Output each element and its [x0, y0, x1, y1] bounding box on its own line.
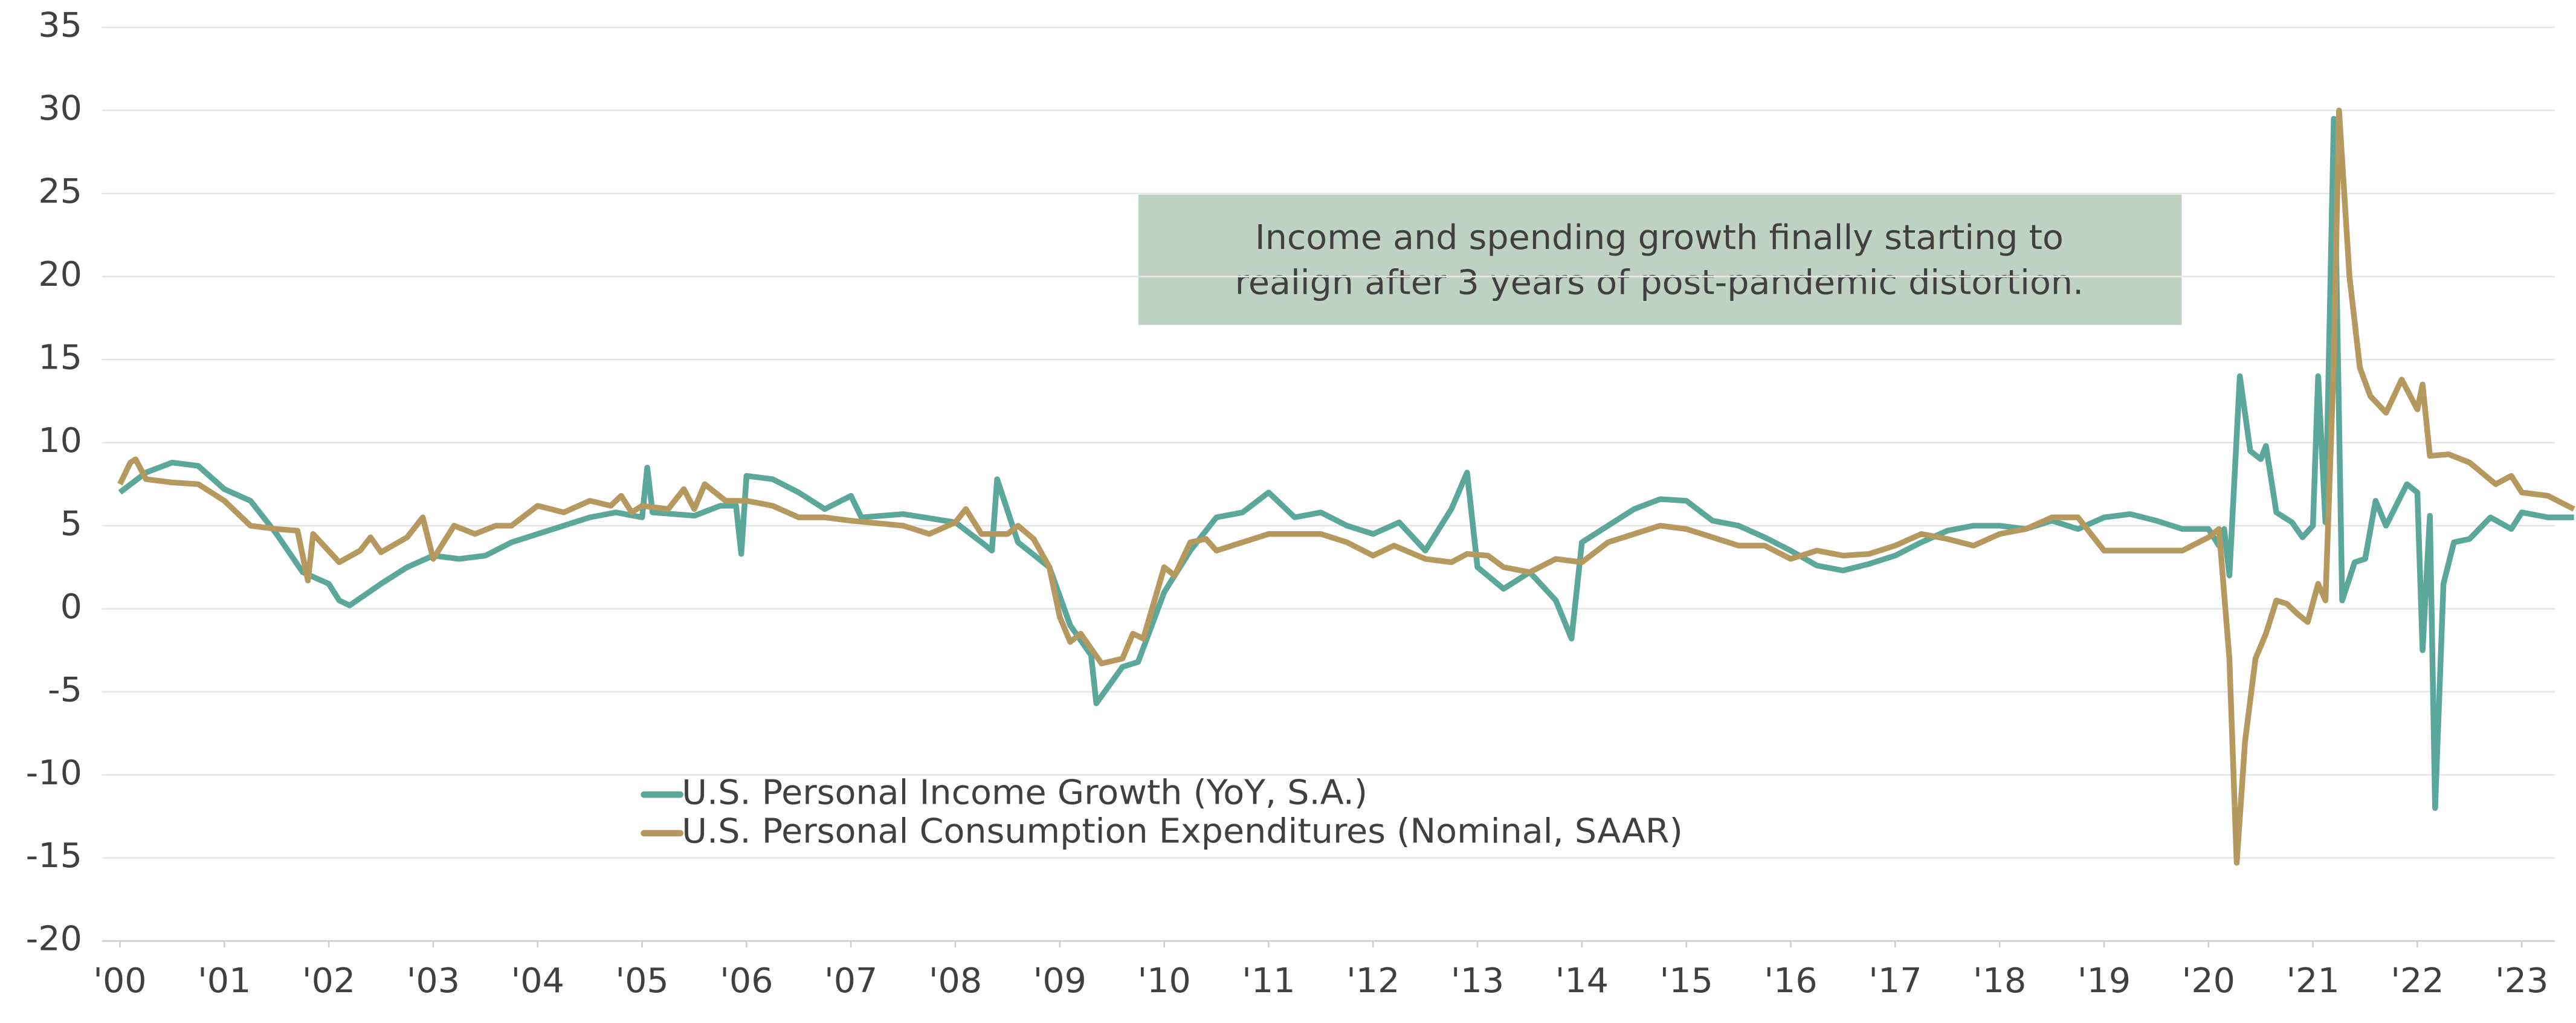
annotation: realign after 3 years of post-pandemic d…	[1235, 263, 2084, 302]
x-tick-label: '01	[198, 961, 251, 1000]
x-tick-label: '21	[2286, 961, 2339, 1000]
y-tick-label: 0	[60, 587, 82, 626]
y-tick-label: -5	[48, 671, 82, 709]
x-tick-label: '17	[1868, 961, 1922, 1000]
x-tick-label: '08	[929, 961, 982, 1000]
legend-label: U.S. Personal Consumption Expenditures (…	[682, 812, 1683, 851]
x-tick-label: '00	[93, 961, 146, 1000]
x-tick-label: '23	[2495, 961, 2548, 1000]
x-tick-label: '14	[1555, 961, 1609, 1000]
x-tick-label: '03	[407, 961, 460, 1000]
x-tick-label: '09	[1033, 961, 1086, 1000]
x-tick-label: '22	[2390, 961, 2444, 1000]
x-tick-label: '07	[824, 961, 877, 1000]
y-tick-label: 15	[38, 338, 82, 377]
x-tick-label: '18	[1973, 961, 2026, 1000]
series-line	[117, 108, 2575, 866]
y-tick-label: 20	[38, 256, 82, 294]
series-line	[118, 115, 2574, 811]
annotation-box	[1138, 195, 2182, 325]
x-tick-label: '13	[1451, 961, 1504, 1000]
y-tick-label: -15	[26, 837, 82, 876]
y-tick-label: 10	[38, 422, 82, 460]
x-tick-label: '05	[615, 961, 668, 1000]
y-tick-label: 5	[60, 505, 82, 543]
x-tick-label: '02	[302, 961, 355, 1000]
x-tick-label: '12	[1346, 961, 1399, 1000]
x-tick-label: '04	[511, 961, 564, 1000]
y-tick-label: 35	[38, 6, 82, 45]
annotation: Income and spending growth finally start…	[1255, 219, 2064, 257]
x-tick-label: '06	[720, 961, 773, 1000]
y-tick-label: -10	[26, 754, 82, 792]
x-tick-label: '16	[1764, 961, 1817, 1000]
x-tick-label: '11	[1242, 961, 1295, 1000]
y-tick-label: -20	[26, 920, 82, 958]
x-tick-label: '15	[1660, 961, 1713, 1000]
y-tick-label: 30	[38, 89, 82, 128]
x-tick-label: '10	[1137, 961, 1190, 1000]
legend-label: U.S. Personal Income Growth (YoY, S.A.)	[682, 773, 1367, 812]
x-tick-label: '19	[2077, 961, 2131, 1000]
y-tick-label: 25	[38, 172, 82, 211]
x-tick-label: '20	[2182, 961, 2235, 1000]
